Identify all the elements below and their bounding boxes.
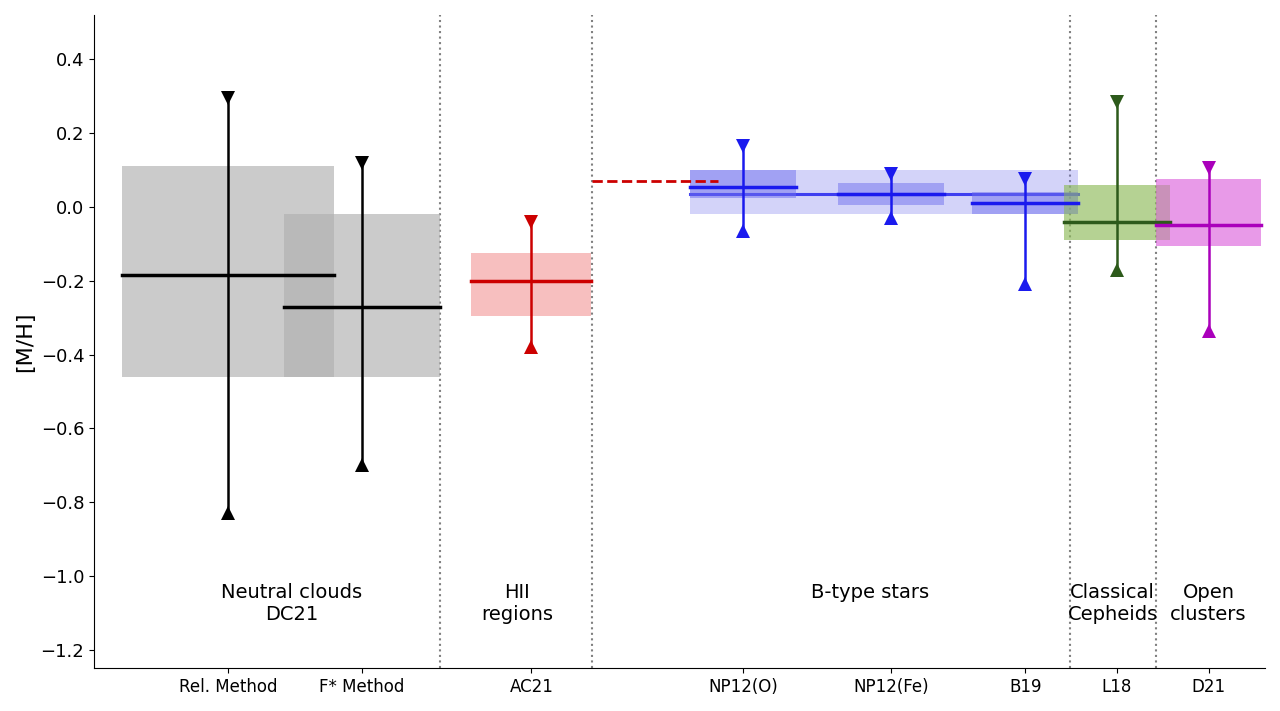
Bar xyxy=(471,253,591,316)
Bar xyxy=(690,170,1078,214)
Y-axis label: [M/H]: [M/H] xyxy=(15,311,35,372)
Text: Neutral clouds
DC21: Neutral clouds DC21 xyxy=(221,584,362,624)
Bar xyxy=(284,214,439,377)
Bar xyxy=(690,170,796,198)
Text: Classical
Cepheids: Classical Cepheids xyxy=(1068,584,1157,624)
Bar xyxy=(1064,185,1170,240)
Text: HII
regions: HII regions xyxy=(481,584,553,624)
Bar xyxy=(973,192,1078,214)
Text: B-type stars: B-type stars xyxy=(812,584,929,602)
Text: Open
clusters: Open clusters xyxy=(1170,584,1247,624)
Bar xyxy=(1156,179,1262,246)
Bar xyxy=(123,166,334,377)
Bar xyxy=(1156,179,1262,246)
Bar xyxy=(1064,185,1170,240)
Bar xyxy=(838,183,945,205)
